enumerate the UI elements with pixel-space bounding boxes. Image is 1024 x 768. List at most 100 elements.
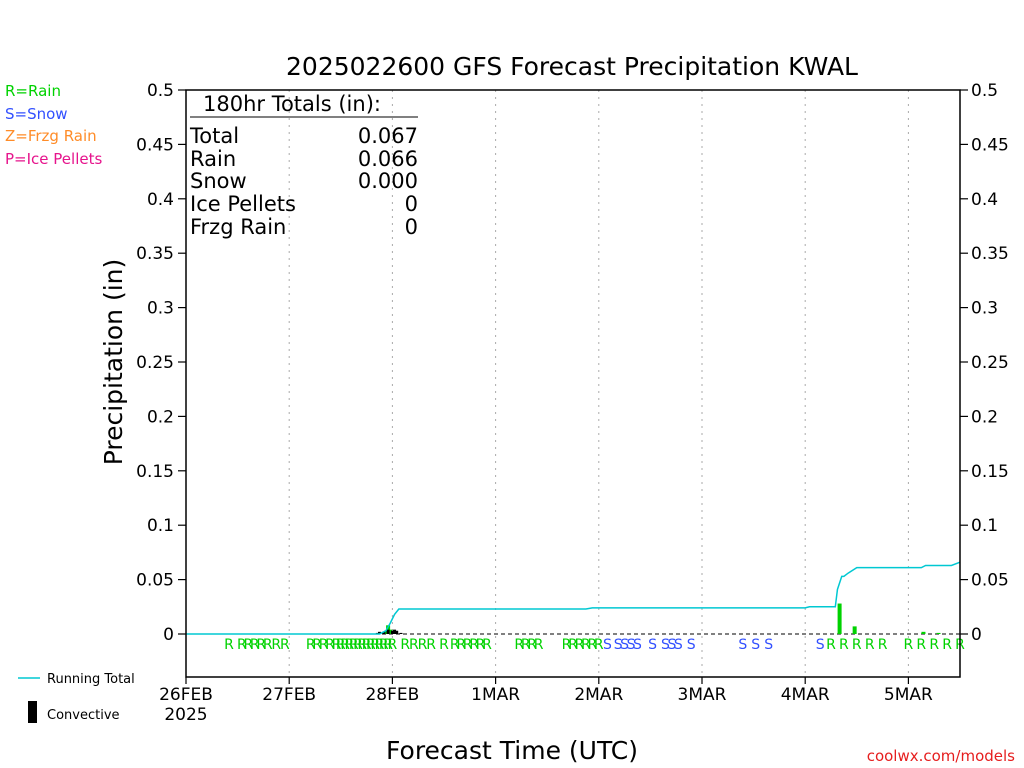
ptype-marker-57: S — [738, 637, 747, 653]
ptype-marker-62: R — [839, 637, 849, 653]
x-tick-label-6: 4MAR — [781, 685, 830, 705]
ptype-marker-27: R — [409, 637, 419, 653]
y-tick-label-left-4: 0.2 — [147, 407, 174, 427]
totals-box: 180hr Totals (in): Total 0.067 Rain 0.06… — [189, 92, 418, 239]
y-tick-label-right-0: 0 — [971, 625, 982, 645]
totals-value-ice-pellets: 0 — [405, 192, 418, 216]
rain-bar-2 — [388, 629, 393, 634]
convective-bar-3 — [386, 629, 390, 634]
x-tick-label-4: 2MAR — [574, 685, 623, 705]
ptype-marker-63: R — [852, 637, 862, 653]
y-tick-label-left-9: 0.45 — [136, 135, 174, 155]
rain-bar-3 — [837, 603, 842, 634]
ptype-marker-7: R — [280, 637, 290, 653]
totals-label-rain: Rain — [190, 147, 236, 171]
running-total-line — [186, 561, 961, 635]
ptype-marker-8: R — [306, 637, 316, 653]
ptype-marker-30: R — [439, 637, 449, 653]
rain-bar-5 — [921, 631, 926, 634]
x-tick-label-5: 3MAR — [678, 685, 727, 705]
y-tick-label-left-2: 0.1 — [147, 516, 174, 536]
ptype-marker-5: R — [263, 637, 273, 653]
x-axis-label: Forecast Time (UTC) — [386, 736, 638, 765]
ptype-marker-13: R — [336, 637, 346, 653]
totals-header: 180hr Totals (in): — [203, 92, 381, 116]
ptype-marker-56: S — [687, 637, 696, 653]
y-tick-label-left-7: 0.35 — [136, 244, 174, 264]
convective-bar-5 — [393, 629, 397, 634]
y-tick-label-right-1: 0.05 — [971, 571, 1009, 591]
ptype-marker-10: R — [319, 637, 329, 653]
convective-bar-7 — [399, 632, 403, 634]
x-tick-sublabel-0: 2025 — [164, 705, 207, 725]
ptype-marker-53: S — [661, 637, 670, 653]
legend-convective-swatch — [28, 701, 37, 723]
ptype-marker-66: R — [904, 637, 914, 653]
axes-layer: 0 00.05 0.050.1 0.10.15 0.150.2 0.20.25 0.250.… — [136, 81, 1009, 725]
ptype-marker-49: S — [620, 637, 629, 653]
credit-text: coolwx.com/models — [867, 747, 1015, 765]
chart-title: 2025022600 GFS Forecast Precipitation KW… — [286, 52, 858, 81]
ptype-marker-59: S — [764, 637, 773, 653]
plot-frame — [185, 89, 961, 678]
ptype-marker-23: R — [379, 637, 389, 653]
ptype-marker-44: R — [581, 637, 591, 653]
ptype-marker-12: R — [332, 637, 342, 653]
running-total-layer — [186, 561, 961, 635]
ptype-marker-4: R — [256, 637, 266, 653]
ptype-marker-16: R — [349, 637, 359, 653]
ptype-marker-32: R — [456, 637, 466, 653]
totals-label-ice-pellets: Ice Pellets — [190, 192, 296, 216]
ptype-marker-14: R — [340, 637, 350, 653]
legend-ice-pellets: P=Ice Pellets — [5, 150, 102, 168]
y-tick-label-right-3: 0.15 — [971, 462, 1009, 482]
ptype-marker-36: R — [482, 637, 492, 653]
ptype-marker-60: S — [816, 637, 825, 653]
convective-bar-2 — [382, 631, 386, 634]
ptype-marker-25: R — [388, 637, 398, 653]
ptype-marker-55: S — [674, 637, 683, 653]
y-axis-label: Precipitation (in) — [99, 259, 128, 466]
ptype-marker-69: R — [942, 637, 952, 653]
ptype-marker-45: R — [587, 637, 597, 653]
ptype-marker-54: S — [667, 637, 676, 653]
ptype-marker-48: S — [614, 637, 623, 653]
ptype-marker-34: R — [469, 637, 479, 653]
y-tick-label-right-7: 0.35 — [971, 244, 1009, 264]
x-tick-label-3: 1MAR — [471, 685, 520, 705]
bars-layer — [375, 603, 941, 634]
y-tick-label-left-10: 0.5 — [147, 81, 174, 101]
ptype-marker-2: R — [243, 637, 253, 653]
ptype-marker-3: R — [250, 637, 260, 653]
ptype-marker-51: S — [633, 637, 642, 653]
ptype-marker-18: R — [357, 637, 367, 653]
y-tick-label-right-10: 0.5 — [971, 81, 998, 101]
convective-bar-1 — [378, 631, 381, 634]
totals-value-snow: 0.000 — [358, 169, 418, 193]
totals-label-snow: Snow — [190, 169, 247, 193]
ptype-marker-17: R — [353, 637, 363, 653]
ptype-marker-29: R — [426, 637, 436, 653]
rain-bar-6 — [936, 632, 941, 634]
ptype-marker-68: R — [929, 637, 939, 653]
legend-convective: Convective — [47, 708, 120, 723]
ptype-marker-1: R — [237, 637, 247, 653]
ptype-marker-20: R — [366, 637, 376, 653]
ptype-marker-28: R — [418, 637, 428, 653]
ptype-marker-41: R — [562, 637, 572, 653]
legend-frzg-rain: Z=Frzg Rain — [5, 127, 97, 145]
ptype-marker-47: S — [603, 637, 612, 653]
y-tick-label-right-5: 0.25 — [971, 353, 1009, 373]
ptype-marker-6: R — [271, 637, 281, 653]
ptype-marker-31: R — [450, 637, 460, 653]
y-tick-label-right-8: 0.4 — [971, 190, 998, 210]
ptype-marker-65: R — [878, 637, 888, 653]
y-tick-label-left-0: 0 — [163, 625, 174, 645]
ptype-marker-64: R — [865, 637, 875, 653]
ptype-marker-37: R — [514, 637, 524, 653]
ptype-marker-35: R — [476, 637, 486, 653]
ptype-marker-61: R — [826, 637, 836, 653]
ptype-marker-21: R — [370, 637, 380, 653]
